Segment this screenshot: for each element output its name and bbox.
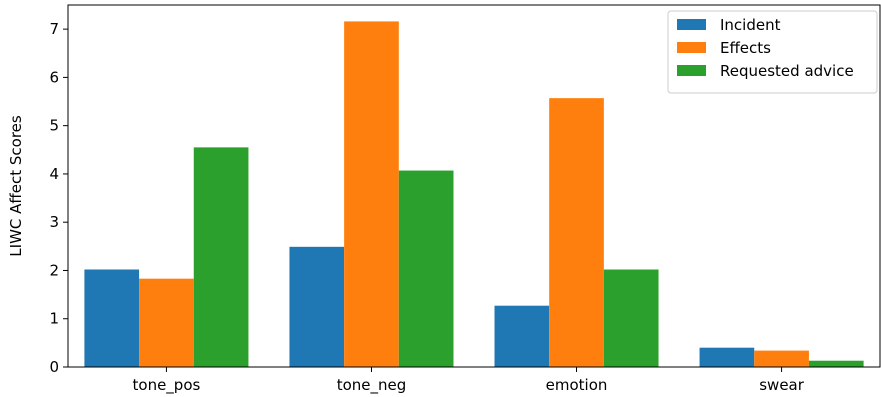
y-tick-label: 0 [49, 358, 59, 376]
legend-box [667, 10, 878, 94]
bar-emotion-1 [549, 98, 604, 367]
bar-emotion-2 [603, 269, 659, 367]
legend-label: Incident [720, 16, 781, 34]
bar-tone_neg-0 [289, 246, 345, 367]
x-tick-label: swear [759, 376, 805, 394]
plot-frame [67, 4, 881, 368]
bar-swear-2 [808, 360, 864, 367]
y-axis-label: LIWC Affect Scores [7, 115, 25, 257]
legend-label: Requested advice [720, 62, 854, 80]
bars-group [84, 21, 864, 367]
legend-swatch [677, 19, 706, 30]
x-tick-label: tone_neg [337, 376, 407, 395]
y-tick-label: 2 [49, 261, 59, 279]
bar-tone_pos-1 [139, 278, 194, 367]
bar-tone_pos-2 [193, 147, 249, 367]
y-tick-label: 7 [49, 20, 59, 38]
bar-tone_pos-0 [84, 269, 140, 367]
x-tick-label: tone_pos [133, 376, 201, 395]
bar-tone_neg-1 [344, 21, 399, 367]
y-tick-label: 5 [49, 117, 59, 135]
x-tick-label: emotion [546, 376, 608, 394]
legend-swatch [677, 42, 706, 53]
y-tick-label: 4 [49, 165, 59, 183]
legend-label: Effects [720, 39, 771, 57]
y-tick-label: 3 [49, 213, 59, 231]
legend-swatch [677, 65, 706, 76]
bar-swear-0 [699, 347, 755, 367]
y-axis: 0 1 2 3 4 5 6 7 [49, 20, 68, 376]
x-axis: tone_pos tone_neg emotion swear [133, 367, 805, 395]
bar-emotion-0 [494, 305, 550, 367]
y-tick-label: 1 [49, 310, 59, 328]
bar-swear-1 [754, 350, 809, 367]
y-tick-label: 6 [49, 68, 59, 86]
legend: Incident Effects Requested advice [667, 10, 878, 94]
bar-tone_neg-2 [398, 170, 454, 367]
